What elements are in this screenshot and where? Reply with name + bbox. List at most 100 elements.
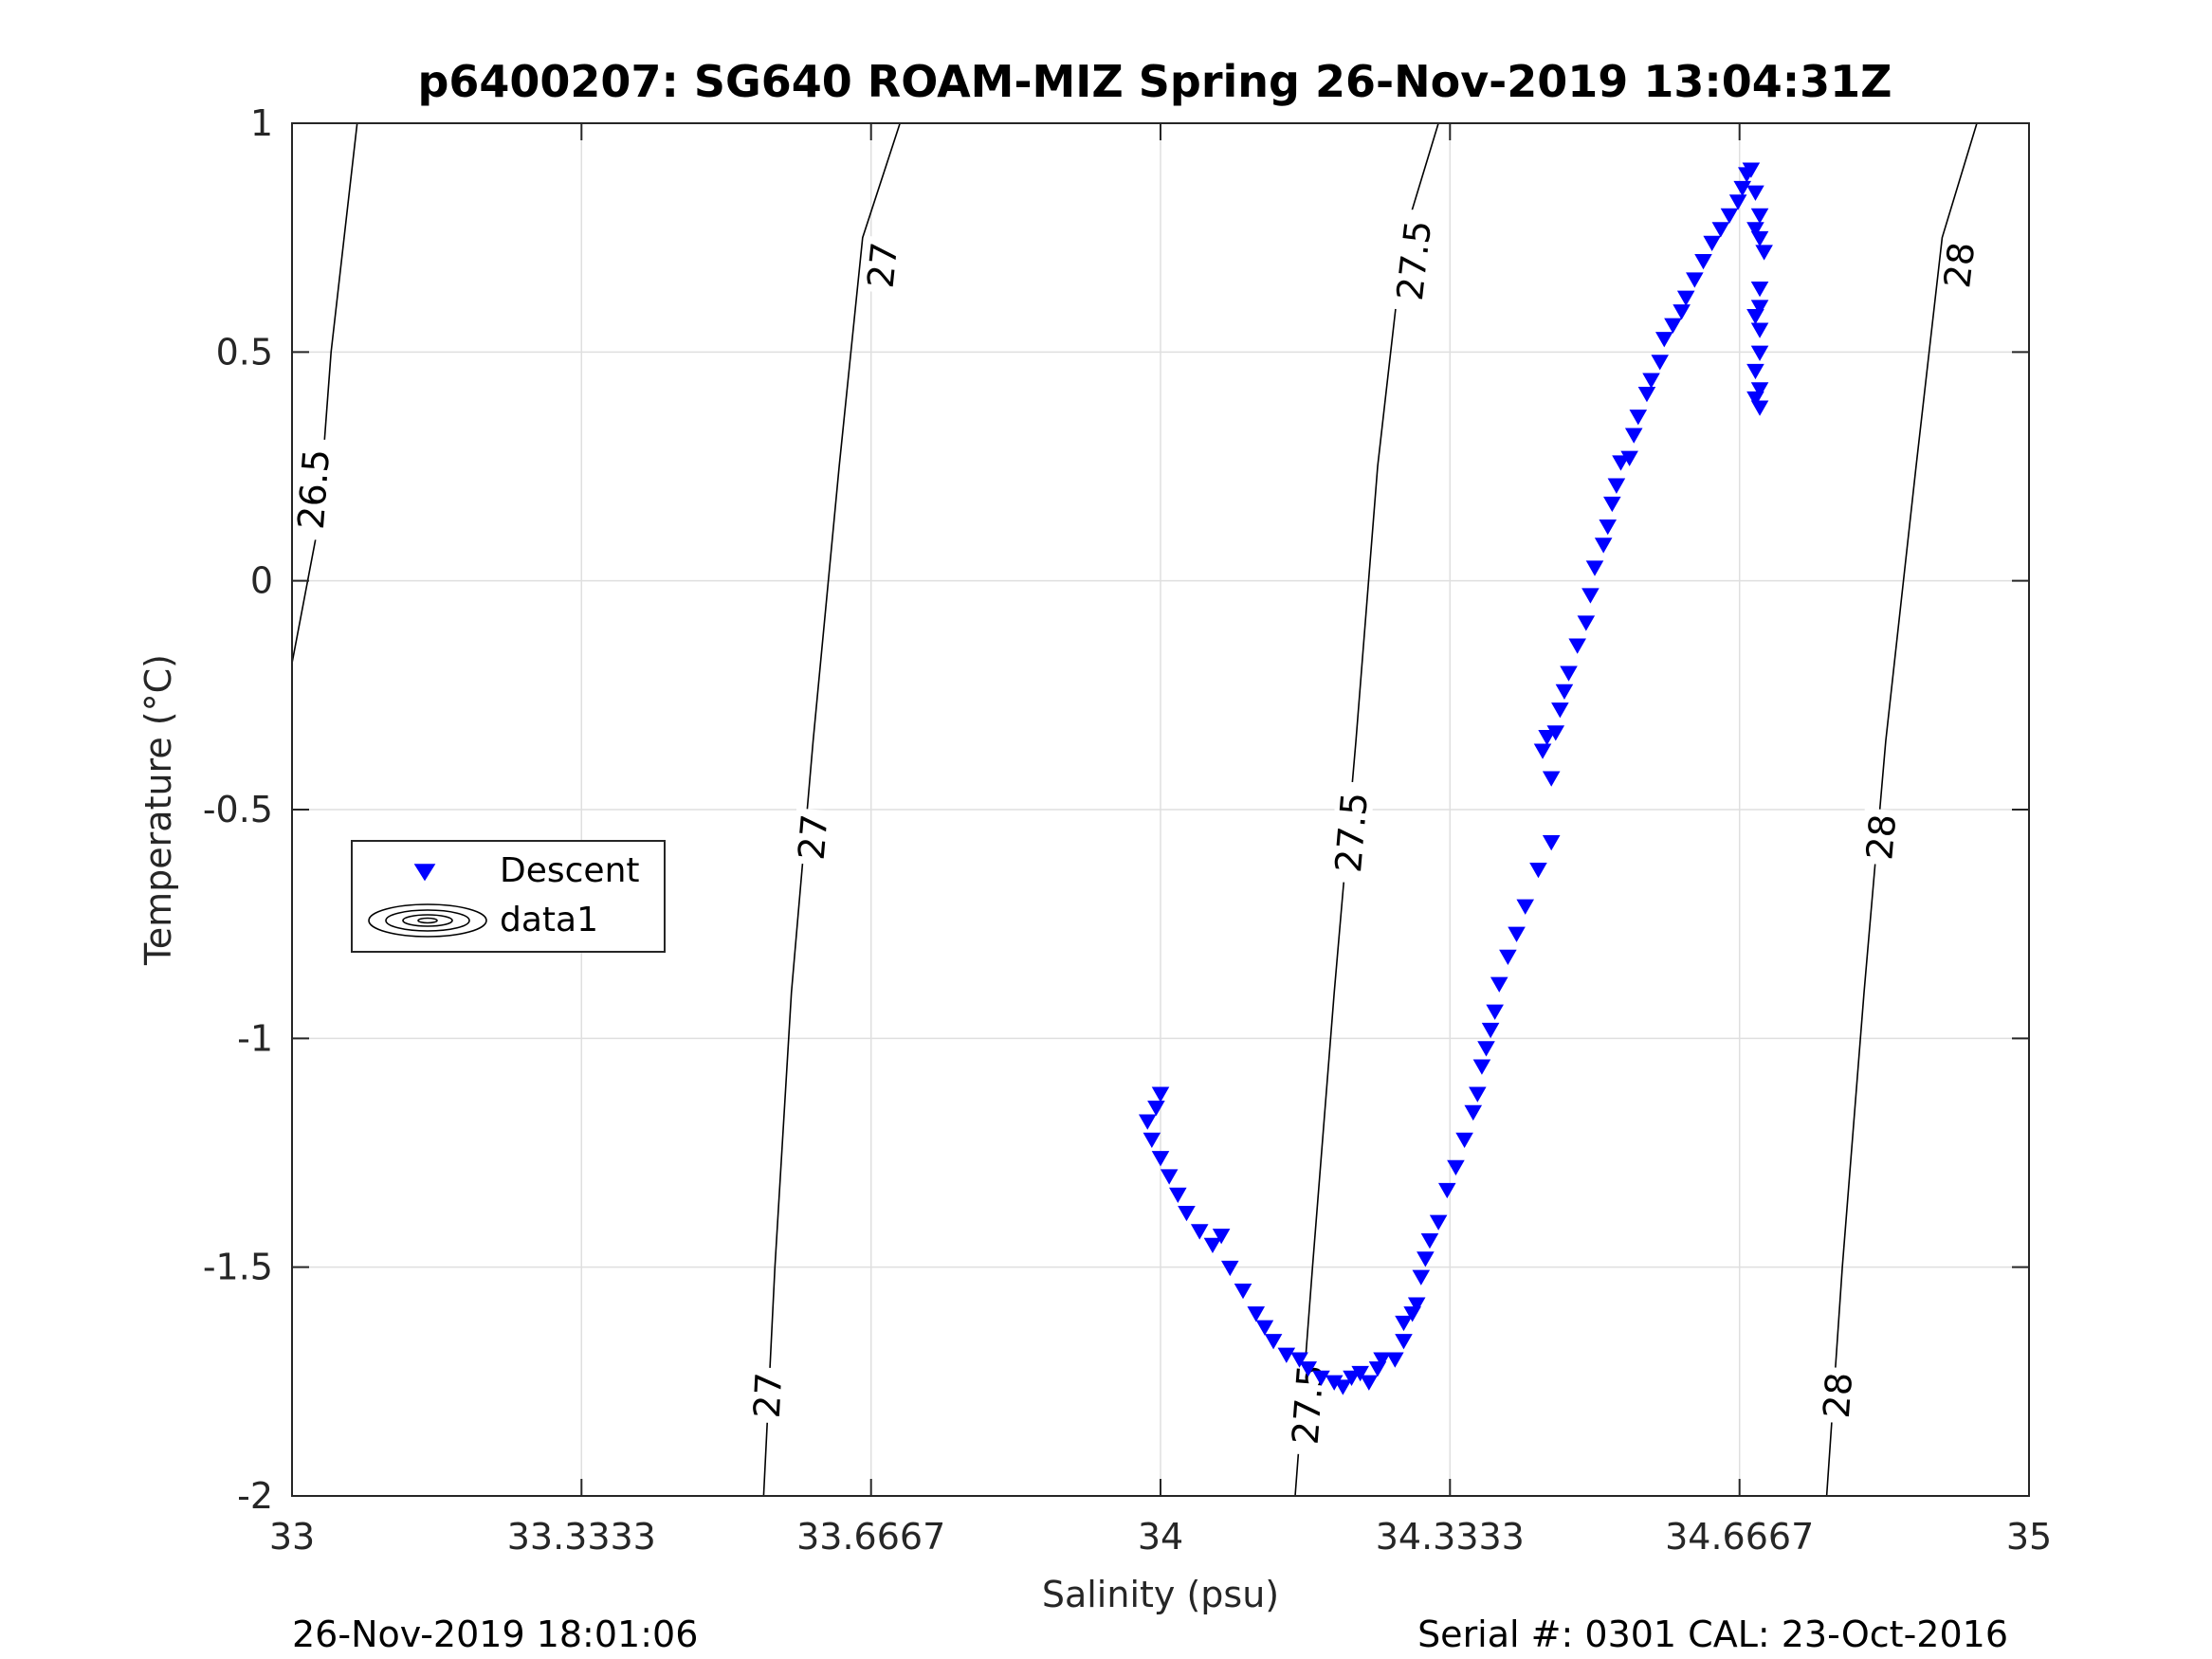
descent-point xyxy=(1711,222,1730,238)
y-tick-label: 0.5 xyxy=(216,331,273,373)
descent-point xyxy=(1429,1214,1448,1231)
descent-point xyxy=(1746,222,1764,238)
contour-label-27-5: 27.5 xyxy=(1327,791,1376,874)
descent-point xyxy=(1477,1041,1495,1057)
descent-point xyxy=(1746,308,1764,325)
y-tick-label: 1 xyxy=(250,102,273,144)
descent-point xyxy=(1694,254,1712,270)
y-axis-label: Temperature (°C) xyxy=(137,654,179,966)
descent-point xyxy=(1599,519,1618,536)
descent-point xyxy=(1594,538,1613,554)
contour-label-bg xyxy=(1389,208,1439,313)
contour-label-bg xyxy=(290,437,337,541)
descent-point xyxy=(1469,1086,1487,1103)
descent-point xyxy=(1395,1334,1413,1350)
descent-point xyxy=(1676,290,1695,306)
contour-label-28: 28 xyxy=(1858,812,1904,862)
descent-point xyxy=(1455,1132,1473,1149)
descent-marker-icon xyxy=(413,864,436,882)
x-tick-label: 33.3333 xyxy=(507,1516,656,1558)
descent-point xyxy=(1508,926,1526,942)
descent-point xyxy=(1299,1361,1318,1377)
x-tick-label: 33 xyxy=(269,1516,315,1558)
descent-point xyxy=(1742,162,1761,178)
grid-lines xyxy=(292,123,2029,1496)
descent-point xyxy=(1395,1315,1413,1332)
descent-point xyxy=(1147,1100,1165,1117)
contour-label-bg xyxy=(1937,235,1982,295)
x-axis-label: Salinity (psu) xyxy=(1042,1574,1279,1615)
contour-label-bg xyxy=(1328,780,1376,884)
descent-point xyxy=(1538,730,1556,746)
descent-point xyxy=(1750,322,1769,338)
contour-label-bg xyxy=(792,808,835,866)
descent-point xyxy=(1343,1370,1361,1387)
descent-point xyxy=(1290,1352,1308,1368)
descent-point xyxy=(1255,1320,1274,1336)
descent-point xyxy=(1560,665,1578,682)
descent-point xyxy=(1160,1169,1179,1185)
descent-series xyxy=(1138,162,1773,1395)
descent-point xyxy=(1542,835,1561,851)
descent-point xyxy=(1750,382,1769,398)
x-tick-label: 34.6667 xyxy=(1665,1516,1814,1558)
descent-point xyxy=(1686,272,1704,288)
descent-point xyxy=(1516,899,1535,915)
descent-point xyxy=(1581,588,1600,604)
x-axis-ticks: 33 33.3333 33.6667 34 34.3333 34.6667 35 xyxy=(269,123,2052,1558)
x-tick-label: 35 xyxy=(2006,1516,2052,1558)
descent-point xyxy=(1178,1206,1196,1222)
descent-point xyxy=(1138,1114,1157,1130)
descent-point xyxy=(1386,1352,1404,1368)
descent-point xyxy=(1437,1182,1456,1199)
descent-point xyxy=(1624,428,1643,444)
chart-title: p6400207: SG640 ROAM-MIZ Spring 26-Nov-2… xyxy=(417,56,1892,107)
descent-point xyxy=(1733,180,1752,197)
contour-line-28 xyxy=(1825,122,1978,1497)
descent-point xyxy=(1651,355,1669,371)
descent-point xyxy=(1607,478,1626,494)
contour-label-27: 27 xyxy=(860,240,906,290)
descent-point xyxy=(1555,684,1574,701)
y-tick-label: 0 xyxy=(250,560,273,602)
descent-point xyxy=(1728,194,1747,210)
x-tick-label: 33.6667 xyxy=(796,1516,945,1558)
descent-point xyxy=(1746,185,1764,201)
descent-point xyxy=(1577,615,1596,631)
y-tick-label: -1.5 xyxy=(203,1247,273,1288)
descent-point xyxy=(1264,1334,1283,1350)
descent-point xyxy=(1529,862,1547,879)
descent-point xyxy=(1750,208,1769,225)
descent-point xyxy=(1642,373,1660,389)
descent-point xyxy=(1190,1224,1209,1240)
descent-point xyxy=(1750,282,1769,298)
descent-point xyxy=(1603,496,1621,513)
descent-point xyxy=(1360,1375,1379,1391)
descent-point xyxy=(1490,976,1508,993)
contour-label-27-5: 27.5 xyxy=(1389,218,1439,302)
contour-label-26-5: 26.5 xyxy=(290,447,338,531)
descent-point xyxy=(1277,1347,1296,1363)
descent-point xyxy=(1542,771,1561,787)
contour-label-28: 28 xyxy=(1816,1371,1860,1419)
legend-data1-label: data1 xyxy=(500,901,598,939)
y-tick-label: -2 xyxy=(237,1475,273,1517)
contour-legend-icon xyxy=(368,903,487,938)
descent-point xyxy=(1664,318,1682,334)
descent-point xyxy=(1750,400,1769,416)
contour-line-26-5 xyxy=(291,122,358,664)
descent-point xyxy=(1212,1229,1231,1245)
contour-label-bg xyxy=(1859,808,1903,866)
descent-point xyxy=(1755,245,1773,261)
descent-point xyxy=(1417,1251,1435,1267)
contour-label-bg xyxy=(1817,1366,1859,1425)
descent-point xyxy=(1637,387,1656,403)
descent-point xyxy=(1151,1151,1170,1167)
y-axis-ticks: -2 -1.5 -1 -0.5 0 0.5 1 xyxy=(203,102,2029,1517)
descent-point xyxy=(1412,1269,1431,1285)
descent-point xyxy=(1143,1132,1161,1149)
descent-point xyxy=(1703,235,1721,252)
descent-point xyxy=(1203,1237,1222,1254)
x-tick-label: 34.3333 xyxy=(1376,1516,1525,1558)
